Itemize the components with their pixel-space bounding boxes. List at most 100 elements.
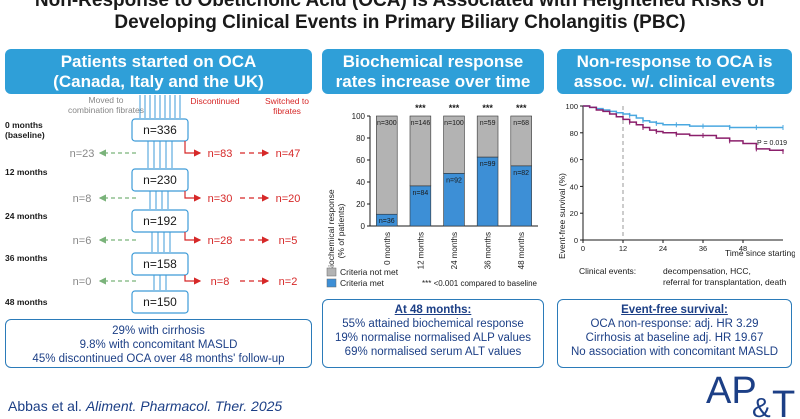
panel3-summary-line1: OCA non-response: adj. HR 3.29 bbox=[590, 318, 759, 330]
count-36: n=158 bbox=[143, 257, 177, 271]
bar-significance: *** bbox=[449, 103, 460, 113]
bar-not-met bbox=[409, 115, 432, 187]
citation-journal: Aliment. Pharmacol. Ther. bbox=[85, 398, 248, 414]
timepoint-36: 36 months bbox=[5, 253, 48, 263]
bar-category-label: 36 months bbox=[484, 232, 493, 269]
bar-label-not-met: n=300 bbox=[377, 120, 397, 127]
bar-significance: *** bbox=[516, 103, 527, 113]
bar-label-met: n=99 bbox=[480, 161, 496, 168]
count-48: n=150 bbox=[143, 295, 177, 309]
discontinued-48: n=8 bbox=[211, 276, 230, 288]
count-0: n=336 bbox=[143, 123, 177, 137]
bar-ytick-label: 40 bbox=[356, 178, 365, 187]
km-xtick-label: 24 bbox=[659, 244, 667, 253]
timepoint-24: 24 months bbox=[5, 211, 48, 221]
panel1-summary-line1: 29% with cirrhosis bbox=[112, 325, 205, 337]
panel3-summary: Event-free survival: OCA non-response: a… bbox=[557, 299, 792, 368]
switched-24: n=20 bbox=[276, 193, 301, 205]
count-box-24 bbox=[131, 209, 189, 233]
col-moved-label: Moved to bbox=[89, 95, 124, 105]
km-ytick-label: 100 bbox=[565, 102, 578, 111]
moved-24: n=8 bbox=[73, 193, 92, 205]
legend-swatch-met bbox=[326, 278, 337, 288]
legend-swatch-not-met bbox=[326, 267, 337, 277]
col-discontinued-label: Discontinued bbox=[190, 96, 239, 106]
patient-flow-diagram: Moved to combination fibrates Discontinu… bbox=[5, 95, 309, 314]
logo-text-t: T bbox=[772, 384, 795, 419]
bar-ylabel-2: (% of patients) bbox=[336, 203, 346, 258]
panel2-header-line1: Biochemical response bbox=[342, 51, 524, 71]
bar-label-not-met: n=100 bbox=[444, 120, 464, 127]
km-xtick-label: 0 bbox=[581, 244, 585, 253]
bar-significance: *** bbox=[415, 103, 426, 113]
logo-amp: & bbox=[752, 392, 771, 419]
switched-36: n=5 bbox=[279, 235, 298, 247]
bar-category-label: 12 months bbox=[416, 232, 425, 269]
count-box-12 bbox=[131, 168, 189, 192]
citation: Abbas et al. Aliment. Pharmacol. Ther. 2… bbox=[8, 398, 282, 414]
panel3-header-line1: Non-response to OCA is bbox=[576, 51, 773, 71]
panel1-header-line2: (Canada, Italy and the UK) bbox=[53, 71, 264, 91]
page-title: Non-Response to Obeticholic Acid (OCA) i… bbox=[0, 0, 800, 34]
count-24: n=192 bbox=[143, 214, 177, 228]
legend-met: Criteria met bbox=[340, 278, 385, 288]
bar-ytick-label: 20 bbox=[356, 200, 365, 209]
switched-12: n=47 bbox=[276, 148, 301, 160]
bar-category-label: 48 months bbox=[517, 232, 526, 269]
panel1-header-line1: Patients started on OCA bbox=[60, 51, 257, 71]
panel3-header-line2: assoc. w/. clinical events bbox=[573, 71, 776, 91]
bar-label-not-met: n=146 bbox=[411, 120, 431, 127]
events-label: Clinical events: bbox=[579, 266, 636, 276]
bar-ytick-label: 0 bbox=[361, 222, 366, 231]
panel3-summary-line2: Cirrhosis at baseline adj. HR 19.67 bbox=[585, 332, 764, 344]
citation-authors: Abbas et al. bbox=[8, 398, 82, 414]
km-xtick-label: 36 bbox=[699, 244, 707, 253]
count-box-48 bbox=[131, 290, 189, 314]
timepoint-0b: (baseline) bbox=[5, 130, 45, 140]
panel2-summary: At 48 months: 55% attained biochemical r… bbox=[322, 299, 544, 368]
km-xtick-label: 12 bbox=[619, 244, 627, 253]
km-xtick-label: 48 bbox=[739, 244, 747, 253]
count-12: n=230 bbox=[143, 173, 177, 187]
bar-not-met bbox=[476, 115, 499, 158]
switched-48: n=2 bbox=[279, 276, 298, 288]
bar-label-met: n=92 bbox=[446, 177, 462, 184]
discontinued-36: n=28 bbox=[208, 235, 233, 247]
panel3-header: Non-response to OCA is assoc. w/. clinic… bbox=[557, 49, 792, 94]
title-line-1: Non-Response to Obeticholic Acid (OCA) i… bbox=[34, 0, 766, 11]
discontinued-12: n=83 bbox=[208, 148, 233, 160]
timepoint-12: 12 months bbox=[5, 167, 48, 177]
bar-label-met: n=36 bbox=[379, 218, 395, 225]
logo-text-ap: AP bbox=[706, 370, 757, 412]
timepoint-0: 0 months bbox=[5, 120, 43, 130]
bar-significance: *** bbox=[482, 103, 493, 113]
events-line1: decompensation, HCC, bbox=[663, 266, 751, 276]
title-line-2: Developing Clinical Events in Primary Bi… bbox=[114, 12, 686, 33]
panel1-summary-line2: 9.8% with concomitant MASLD bbox=[79, 339, 238, 351]
panel2-summary-line1: 55% attained biochemical response bbox=[342, 318, 524, 330]
bar-not-met bbox=[510, 115, 532, 167]
moved-12: n=23 bbox=[70, 148, 95, 160]
bar-label-met: n=84 bbox=[413, 190, 429, 197]
bar-legend: Criteria not met Criteria met *** <0.001… bbox=[326, 267, 538, 288]
panel2-summary-head: At 48 months: bbox=[394, 304, 472, 316]
bar-ylabel-1: Biochemical response bbox=[326, 189, 336, 272]
km-curve bbox=[583, 105, 784, 152]
legend-not-met: Criteria not met bbox=[340, 267, 399, 277]
moved-36: n=6 bbox=[73, 235, 92, 247]
timepoint-48: 48 months bbox=[5, 297, 48, 307]
event-free-survival-chart: Event-free survival (%) 0 20 40 60 80 100 0 12 2… bbox=[557, 102, 795, 287]
km-ytick-label: 60 bbox=[570, 156, 578, 165]
panel1-summary: 29% with cirrhosis 9.8% with concomitant… bbox=[5, 319, 312, 368]
discontinued-24: n=30 bbox=[208, 193, 233, 205]
biochemical-response-chart: Biochemical response (% of patients) 0 20… bbox=[326, 103, 538, 273]
km-ylabel: Event-free survival (%) bbox=[557, 173, 567, 259]
panel1-summary-line3: 45% discontinued OCA over 48 months' fol… bbox=[32, 353, 285, 365]
bar-ytick-label: 80 bbox=[356, 134, 365, 143]
panel2-header-line2: rates increase over time bbox=[335, 71, 531, 91]
panel1-header: Patients started on OCA (Canada, Italy a… bbox=[5, 49, 312, 94]
panel2-header: Biochemical response rates increase over… bbox=[322, 49, 544, 94]
apt-logo: AP & T bbox=[706, 370, 795, 419]
events-line2: referral for transplantation, death bbox=[663, 277, 787, 287]
col-switched-label-2: fibrates bbox=[273, 106, 301, 116]
